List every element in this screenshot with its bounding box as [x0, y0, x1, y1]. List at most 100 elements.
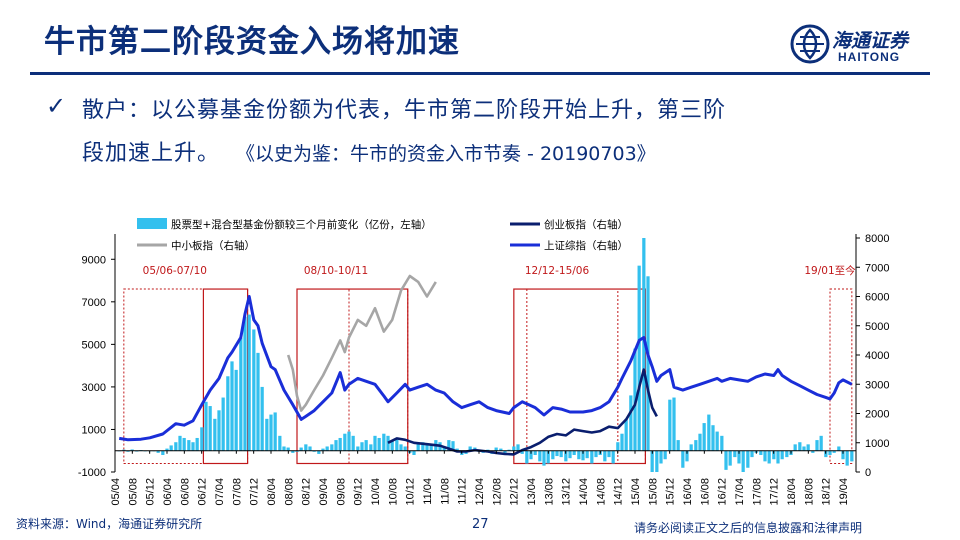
bar-24	[221, 397, 225, 451]
report-reference: 《以史为鉴：牛市的资金入市节奏 - 20190703》	[236, 143, 656, 165]
bar-91	[512, 446, 516, 451]
bar-109	[590, 450, 594, 464]
bar-108	[585, 450, 589, 459]
bar-64	[395, 437, 399, 451]
bar-160	[811, 450, 815, 453]
bar-106	[577, 450, 581, 460]
bar-135	[702, 423, 706, 451]
disclaimer: 请务必阅读正文之后的信息披露和法律声明	[634, 521, 863, 535]
x-tick-label: 17/04	[734, 478, 746, 506]
x-tick-label: 05/04	[110, 478, 122, 506]
x-tick-label: 18/08	[803, 478, 815, 506]
x-tick-label: 12/04	[474, 478, 486, 506]
title-divider	[30, 72, 930, 75]
bar-130	[681, 450, 685, 468]
x-tick-label: 05/08	[127, 478, 139, 506]
bar-129	[676, 440, 680, 451]
bar-58	[369, 444, 373, 451]
bar-127	[668, 399, 672, 451]
bar-149	[763, 450, 767, 462]
bar-163	[824, 450, 828, 458]
bar-103	[564, 450, 568, 462]
period-box-6	[617, 288, 646, 464]
x-tick-label: 15/08	[647, 478, 659, 506]
x-tick-label: 16/12	[717, 478, 729, 506]
bar-20	[204, 401, 208, 451]
bar-98	[542, 450, 546, 466]
period-labels: 05/06-07/10 08/10-10/11 12/12-15/06 19/01至今	[143, 264, 856, 277]
x-tick-label: 18/04	[786, 478, 798, 506]
bar-21	[208, 406, 212, 451]
bar-40	[291, 450, 295, 453]
right-tick-label: 4000	[865, 350, 889, 362]
bar-87	[494, 447, 498, 451]
right-tick-label: 6000	[865, 292, 889, 304]
page-title: 牛市第二阶段资金入场将加速	[44, 24, 460, 60]
x-tick-label: 14/04	[578, 478, 590, 506]
bar-158	[802, 446, 806, 451]
bar-9	[156, 450, 160, 453]
bar-142	[733, 450, 737, 458]
right-tick-label: 0	[865, 467, 871, 479]
page-number: 27	[472, 517, 489, 532]
brand-logo: 海通证券 HAITONG	[790, 22, 940, 68]
period-label-0: 05/06-07/10	[143, 265, 207, 277]
bar-165	[832, 450, 836, 453]
bar-169	[850, 450, 854, 462]
bar-32	[256, 352, 260, 451]
right-tick-label: 1000	[865, 438, 889, 450]
bullet-text-line2: 段加速上升。 《以史为鉴：牛市的资金入市节奏 - 20190703》	[82, 135, 656, 167]
bar-49	[330, 444, 334, 451]
bullet-text-line1: 散户：以公募基金份额为代表，牛市第二阶段开始上升，第三阶	[82, 98, 727, 123]
x-tick-label: 13/08	[543, 478, 555, 506]
right-tick-label: 5000	[865, 321, 889, 333]
x-tick-label: 10/12	[405, 478, 417, 506]
x-tick-label: 13/04	[526, 478, 538, 506]
check-icon: ✓	[46, 92, 67, 120]
bar-96	[533, 450, 537, 455]
bar-18	[195, 437, 199, 451]
bar-162	[819, 435, 823, 451]
x-tick-label: 12/12	[509, 478, 521, 506]
axes: -1000 1000 3000 5000 7000 9000 0 1000 2000 3000 40…	[78, 233, 890, 506]
bar-137	[711, 425, 715, 451]
bar-112	[603, 450, 607, 462]
bar-114	[611, 450, 615, 464]
bar-144	[741, 450, 745, 472]
right-tick-label: 8000	[865, 233, 889, 245]
left-tick-label: 5000	[82, 339, 106, 351]
legend-label-0: 股票型+混合型基金份额较三个月前变化（亿份，左轴）	[171, 218, 432, 231]
x-tick-label: 10/08	[387, 478, 399, 506]
bar-161	[815, 440, 819, 451]
bar-105	[572, 450, 576, 455]
bar-125	[659, 450, 663, 464]
bar-156	[793, 444, 797, 451]
bar-150	[767, 450, 771, 464]
bar-92	[516, 444, 520, 451]
bar-69	[416, 444, 420, 451]
bar-95	[529, 450, 533, 460]
period-label-1: 08/10-10/11	[304, 265, 368, 277]
bar-132	[689, 444, 693, 451]
bar-36	[273, 412, 277, 451]
bar-47	[321, 448, 325, 451]
bar-115	[616, 442, 620, 451]
bar-81	[468, 446, 472, 451]
bar-75	[442, 446, 446, 451]
bar-94	[525, 450, 529, 464]
bar-140	[724, 450, 728, 470]
x-tick-label: 07/12	[249, 478, 261, 506]
bar-159	[806, 444, 810, 451]
bar-29	[243, 316, 247, 451]
bar-3	[130, 449, 134, 451]
bar-31	[252, 329, 256, 451]
bar-154	[785, 450, 789, 458]
bar-44	[308, 446, 312, 451]
period-box-3	[348, 288, 409, 464]
left-tick-label: 1000	[82, 424, 106, 436]
bar-151	[772, 450, 776, 460]
bar-152	[776, 450, 780, 464]
bar-53	[347, 431, 351, 451]
bar-117	[624, 418, 628, 451]
bar-46	[317, 450, 321, 454]
